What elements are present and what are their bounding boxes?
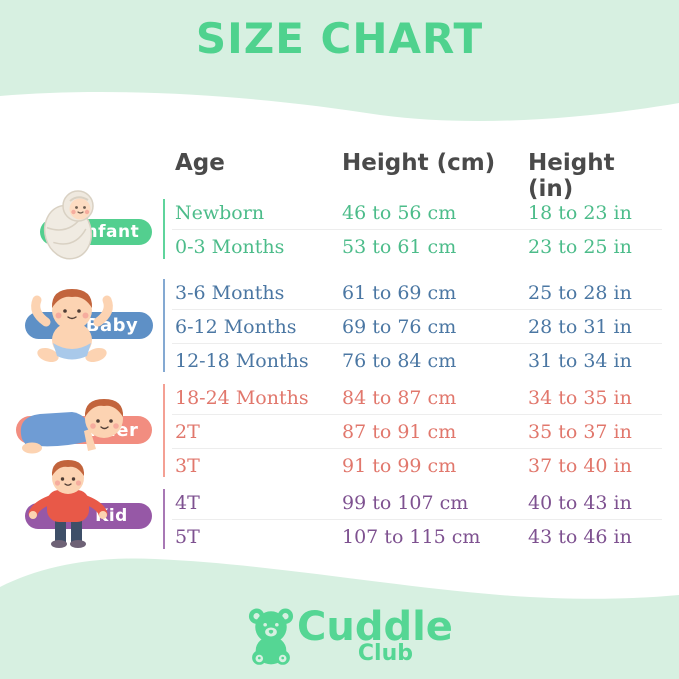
age-cell: 18-24 Months: [175, 386, 309, 409]
column-header-height-cm: Height (cm): [342, 150, 496, 176]
age-cell: 6-12 Months: [175, 315, 297, 338]
table-row: 2T 87 to 91 cm 35 to 37 in: [172, 415, 662, 449]
column-header-age: Age: [175, 150, 225, 176]
table-header-row: Age Height (cm) Height (in): [172, 150, 662, 202]
height-cm-cell: 46 to 56 cm: [342, 201, 457, 224]
toddler-label-pill: Toddler: [16, 416, 152, 444]
infant-label: Infant: [78, 222, 140, 242]
table-row: 5T 107 to 115 cm 43 to 46 in: [172, 520, 662, 553]
age-cell: 3T: [175, 454, 200, 477]
table-row: 12-18 Months 76 to 84 cm 31 to 34 in: [172, 344, 662, 377]
kid-accent-line: [163, 489, 165, 549]
brand-subtitle: Club: [357, 641, 413, 666]
height-cm-cell: 99 to 107 cm: [342, 491, 469, 514]
height-in-cell: 25 to 28 in: [528, 281, 632, 304]
baby-label-pill: Baby: [25, 312, 153, 339]
toddler-label: Toddler: [59, 419, 139, 441]
age-cell: 4T: [175, 491, 200, 514]
page-title: SIZE CHART: [195, 14, 484, 63]
height-in-cell: 35 to 37 in: [528, 420, 632, 443]
height-in-cell: 43 to 46 in: [528, 525, 632, 548]
baby-row-group: 3-6 Months 61 to 69 cm 25 to 28 in 6-12 …: [172, 276, 662, 377]
height-in-cell: 34 to 35 in: [528, 386, 632, 409]
age-cell: 12-18 Months: [175, 349, 309, 372]
teddy-bear-icon: [248, 608, 294, 665]
height-in-cell: 37 to 40 in: [528, 454, 632, 477]
height-cm-cell: 91 to 99 cm: [342, 454, 457, 477]
infant-label-pill: Infant: [40, 219, 152, 245]
height-in-cell: 23 to 25 in: [528, 235, 632, 258]
height-cm-cell: 61 to 69 cm: [342, 281, 457, 304]
infant-row-group: Newborn 46 to 56 cm 18 to 23 in 0-3 Mont…: [172, 196, 662, 263]
table-row: 18-24 Months 84 to 87 cm 34 to 35 in: [172, 381, 662, 415]
table-row: 6-12 Months 69 to 76 cm 28 to 31 in: [172, 310, 662, 344]
height-in-cell: 18 to 23 in: [528, 201, 632, 224]
height-cm-cell: 87 to 91 cm: [342, 420, 457, 443]
table-row: 4T 99 to 107 cm 40 to 43 in: [172, 486, 662, 520]
height-in-cell: 28 to 31 in: [528, 315, 632, 338]
age-cell: 5T: [175, 525, 200, 548]
table-row: 0-3 Months 53 to 61 cm 23 to 25 in: [172, 230, 662, 263]
baby-accent-line: [163, 279, 165, 372]
toddler-row-group: 18-24 Months 84 to 87 cm 34 to 35 in 2T …: [172, 381, 662, 482]
baby-label: Baby: [85, 315, 139, 336]
age-cell: 0-3 Months: [175, 235, 285, 258]
age-cell: Newborn: [175, 201, 265, 224]
height-cm-cell: 107 to 115 cm: [342, 525, 481, 548]
table-row: 3-6 Months 61 to 69 cm 25 to 28 in: [172, 276, 662, 310]
kid-label-pill: Kid: [25, 503, 152, 529]
height-cm-cell: 53 to 61 cm: [342, 235, 457, 258]
age-cell: 2T: [175, 420, 200, 443]
height-cm-cell: 84 to 87 cm: [342, 386, 457, 409]
kid-row-group: 4T 99 to 107 cm 40 to 43 in 5T 107 to 11…: [172, 486, 662, 553]
brand-name: Cuddle: [297, 604, 453, 650]
infant-accent-line: [163, 199, 165, 259]
column-header-height-in: Height (in): [528, 150, 615, 202]
height-cm-cell: 69 to 76 cm: [342, 315, 457, 338]
height-cm-cell: 76 to 84 cm: [342, 349, 457, 372]
table-row: Newborn 46 to 56 cm 18 to 23 in: [172, 196, 662, 230]
age-cell: 3-6 Months: [175, 281, 285, 304]
height-in-cell: 40 to 43 in: [528, 491, 632, 514]
toddler-accent-line: [163, 384, 165, 477]
kid-label: Kid: [95, 506, 128, 526]
table-row: 3T 91 to 99 cm 37 to 40 in: [172, 449, 662, 482]
height-in-cell: 31 to 34 in: [528, 349, 632, 372]
